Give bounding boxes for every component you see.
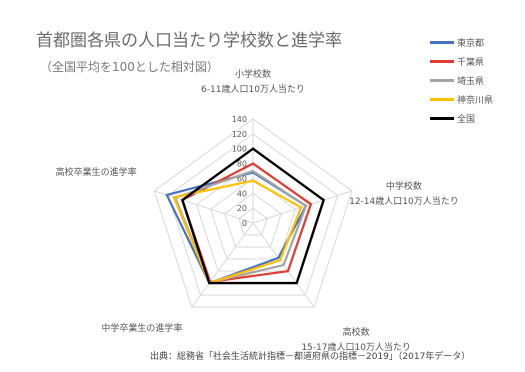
legend-swatch	[430, 41, 454, 44]
grid-ring	[210, 177, 296, 260]
radial-tick-label: 60	[237, 174, 247, 183]
radial-tick-label: 40	[237, 189, 247, 198]
legend-swatch	[430, 117, 454, 120]
chart-legend: 東京都千葉県埼玉県神奈川県全国	[430, 33, 493, 128]
series-line-3	[172, 179, 303, 285]
radial-tick-label: 140	[232, 115, 247, 124]
chart-title: 首都圏各県の人口当たり学校数と進学率	[36, 31, 342, 51]
legend-swatch	[430, 98, 454, 101]
grid-ring	[167, 133, 339, 296]
axis-label: 6-11歳人口10万人当たり	[201, 83, 305, 95]
series-line-4	[180, 147, 326, 285]
legend-label: 埼玉県	[457, 77, 485, 87]
legend-item: 東京都	[430, 33, 493, 52]
legend-label: 東京都	[457, 39, 485, 49]
legend-swatch	[430, 79, 454, 82]
legend-label: 神奈川県	[457, 96, 494, 106]
legend-item: 千葉県	[430, 52, 493, 71]
legend-item: 全国	[430, 109, 493, 128]
axis-label: 中学卒業生の進学率	[101, 322, 182, 334]
axis-label: 小学校数	[235, 68, 271, 80]
radial-tick-label: 120	[232, 130, 247, 139]
axis-label: 高校数	[343, 326, 370, 338]
legend-item: 神奈川県	[430, 90, 493, 109]
radial-tick-label: 80	[237, 160, 247, 169]
legend-label: 千葉県	[457, 58, 485, 68]
radial-tick-label: 100	[232, 145, 247, 154]
grid-spoke	[191, 222, 254, 308]
axis-label: 15-17歳人口10万人当たり	[301, 341, 411, 353]
grid-ring	[224, 192, 282, 248]
axis-label: 高校卒業生の進学率	[56, 166, 137, 178]
grid-ring	[238, 207, 268, 236]
radial-tick-label: 0	[242, 219, 247, 228]
chart-subtitle: （全国平均を100とした相対図）	[40, 60, 219, 74]
radial-tick-label: 20	[237, 204, 247, 213]
axis-label: 12-14歳人口10万人当たり	[349, 195, 459, 207]
legend-swatch	[430, 60, 454, 63]
axis-label: 中学校数	[386, 180, 422, 192]
grid-spoke	[252, 190, 353, 224]
grid-ring	[153, 118, 353, 308]
legend-label: 全国	[457, 115, 476, 125]
source-note: 出典：総務省「社会生活統計指標－都道府県の指標－2019」（2017年データ）	[150, 352, 471, 362]
grid-spoke	[153, 190, 254, 224]
legend-item: 埼玉県	[430, 71, 493, 90]
